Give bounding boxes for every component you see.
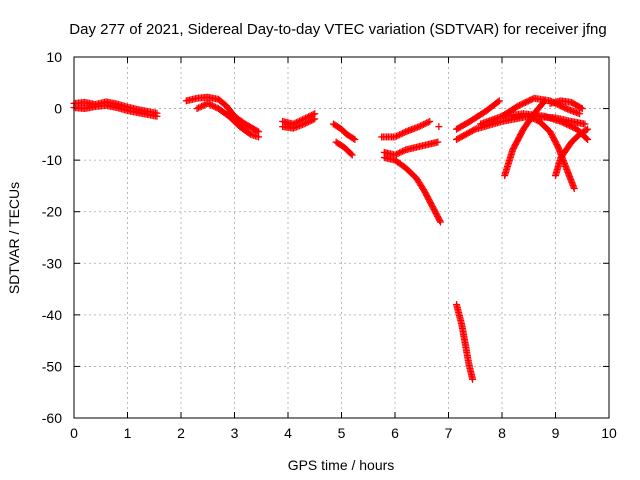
data-point <box>208 102 216 110</box>
y-tick-label: -30 <box>42 255 62 271</box>
data-point <box>399 129 407 137</box>
data-point <box>394 131 402 139</box>
data-point <box>540 98 548 106</box>
x-tick-labels: 0 1 2 3 4 5 6 7 8 9 10 <box>70 425 617 441</box>
data-point <box>436 217 444 225</box>
x-tick-label: 10 <box>601 425 617 441</box>
data-point <box>391 133 399 141</box>
data-point <box>577 104 585 112</box>
data-point <box>435 123 443 131</box>
data-point <box>494 98 502 106</box>
data-point <box>300 120 308 128</box>
data-point <box>302 119 310 127</box>
x-tick-label: 3 <box>231 425 239 441</box>
data-point <box>199 102 207 110</box>
data-point <box>204 99 212 107</box>
data-point <box>397 148 405 156</box>
data-point <box>531 115 539 123</box>
x-tick-label: 4 <box>284 425 292 441</box>
data-point <box>470 126 478 134</box>
data-point <box>303 119 311 127</box>
data-point <box>305 118 313 126</box>
x-tick-label: 1 <box>124 425 132 441</box>
data-point <box>306 117 314 125</box>
data-point <box>582 134 590 142</box>
data-point <box>211 103 219 111</box>
data-point <box>205 100 213 108</box>
data-point <box>578 105 586 113</box>
data-point <box>311 115 319 123</box>
y-tick-label: -40 <box>42 307 62 323</box>
data-point <box>396 149 404 157</box>
data-point <box>525 112 533 120</box>
data-point <box>420 120 428 128</box>
data-point <box>308 116 316 124</box>
data-point <box>436 218 444 226</box>
data-point <box>417 122 425 130</box>
y-tick-label: -50 <box>42 358 62 374</box>
y-tick-label: -10 <box>42 152 62 168</box>
data-point <box>418 121 426 129</box>
data-point <box>541 97 549 105</box>
data-point <box>393 150 401 158</box>
plot-frame <box>73 56 610 419</box>
y-tick-label: -60 <box>42 410 62 426</box>
y-axis-label: SDTVAR / TECUs <box>6 182 22 294</box>
data-point <box>532 116 540 124</box>
x-tick-label: 0 <box>70 425 78 441</box>
x-tick-label: 9 <box>552 425 560 441</box>
data-point <box>153 112 161 120</box>
data-point <box>528 114 536 122</box>
data-point <box>400 129 408 137</box>
data-point <box>394 150 402 158</box>
data-point <box>529 115 537 123</box>
y-tick-label: 0 <box>54 101 62 117</box>
x-tick-label: 2 <box>177 425 185 441</box>
data-point <box>195 104 203 112</box>
y-tick-label: -20 <box>42 204 62 220</box>
x-tick-label: 8 <box>498 425 506 441</box>
data-point <box>434 138 442 146</box>
y-tick-label: 10 <box>46 49 62 65</box>
data-point <box>570 185 578 193</box>
data-point <box>400 147 408 155</box>
data-point <box>397 130 405 138</box>
data-point <box>584 136 592 144</box>
data-point <box>207 101 215 109</box>
data-point <box>584 125 592 133</box>
data-point <box>426 117 434 125</box>
x-axis-label: GPS time / hours <box>288 457 395 473</box>
data-point <box>201 101 209 109</box>
data-point <box>421 120 429 128</box>
data-point <box>350 135 358 143</box>
data-point <box>415 123 423 131</box>
data-point <box>399 147 407 155</box>
data-point <box>210 102 218 110</box>
data-point <box>347 150 355 158</box>
data-point <box>495 97 503 105</box>
data-point <box>582 126 590 134</box>
data-point <box>581 120 589 128</box>
data-point <box>255 133 263 141</box>
x-tick-label: 6 <box>391 425 399 441</box>
x-tick-label: 7 <box>445 425 453 441</box>
data-point <box>348 151 356 159</box>
data-point <box>526 113 534 121</box>
data-point <box>396 131 404 139</box>
data-point <box>351 136 359 144</box>
y-tick-labels: 10 0 -10 -20 -30 -40 -50 -60 <box>42 49 62 426</box>
data-point <box>196 103 204 111</box>
data-point <box>393 132 401 140</box>
x-tick-label: 5 <box>338 425 346 441</box>
data-point <box>198 102 206 110</box>
data-point <box>423 119 431 127</box>
data-point <box>193 105 201 113</box>
data-point <box>576 110 584 118</box>
data-point <box>469 375 477 383</box>
chart-title: Day 277 of 2021, Sidereal Day-to-day VTE… <box>69 21 606 38</box>
data-point <box>424 118 432 126</box>
data-point <box>309 116 317 124</box>
